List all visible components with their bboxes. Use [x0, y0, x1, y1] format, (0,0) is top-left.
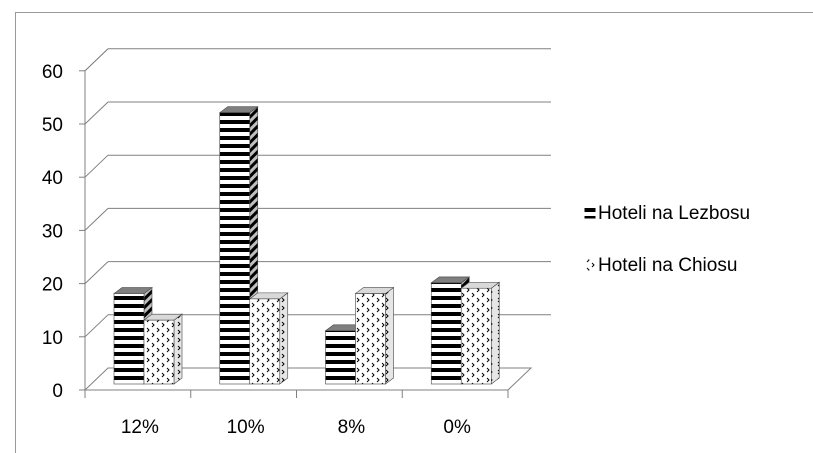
- floor: [83, 367, 533, 391]
- bar-front: [325, 330, 356, 385]
- gridline-diagonal: [84, 314, 109, 338]
- x-tick-label: 10%: [227, 417, 265, 438]
- legend-item-0: Hoteli na Lezbosu: [583, 203, 750, 224]
- gridline-diagonal: [84, 261, 109, 284]
- x-tick-label: 8%: [338, 417, 366, 438]
- bar-side: [279, 292, 289, 385]
- x-tick-label: 12%: [121, 417, 159, 438]
- bars: [113, 106, 501, 385]
- y-tick-label: 50: [42, 115, 63, 136]
- bar-front: [219, 112, 251, 385]
- y-tick-label: 20: [42, 275, 63, 296]
- bar-side: [385, 286, 394, 385]
- legend-item-1: Hoteli na Chiosu: [583, 255, 737, 276]
- legend-swatch: [583, 258, 597, 272]
- axes: [79, 48, 533, 398]
- gridline-diagonal: [84, 208, 109, 231]
- bar-front: [113, 293, 145, 385]
- y-tick-labels: 0 10 20 30 40 50 60: [42, 62, 63, 402]
- bar-chios-10%: [248, 292, 289, 385]
- legend: Hoteli na Lezbosu Hoteli na Chiosu: [583, 203, 750, 276]
- x-tick-labels: 12% 10% 8% 0%: [121, 417, 471, 438]
- chart-frame: [15, 12, 813, 453]
- y-tick-label: 30: [42, 221, 63, 242]
- bar-front: [355, 293, 386, 385]
- y-tick-label: 10: [42, 328, 63, 349]
- bar-front: [143, 319, 175, 385]
- bar-front: [460, 287, 492, 385]
- y-tick-label: 0: [52, 381, 63, 402]
- bar-side: [173, 313, 183, 385]
- legend-label: Hoteli na Chiosu: [598, 255, 737, 276]
- gridline-diagonal: [84, 101, 109, 125]
- bar-front: [430, 282, 462, 385]
- legend-label: Hoteli na Lezbosu: [598, 203, 750, 224]
- bar-chios-12%: [143, 313, 183, 385]
- bar-chios-8%: [354, 286, 395, 385]
- bar-front: [249, 298, 281, 385]
- bar-chios-0%: [460, 281, 501, 385]
- y-tick-label: 60: [42, 62, 63, 83]
- bar-side: [490, 281, 500, 385]
- y-tick-label: 40: [42, 168, 63, 189]
- legend-swatch: [583, 206, 597, 220]
- x-tick-label: 0%: [443, 417, 471, 438]
- y-axis-top: [84, 48, 109, 72]
- gridline-diagonal: [84, 154, 109, 178]
